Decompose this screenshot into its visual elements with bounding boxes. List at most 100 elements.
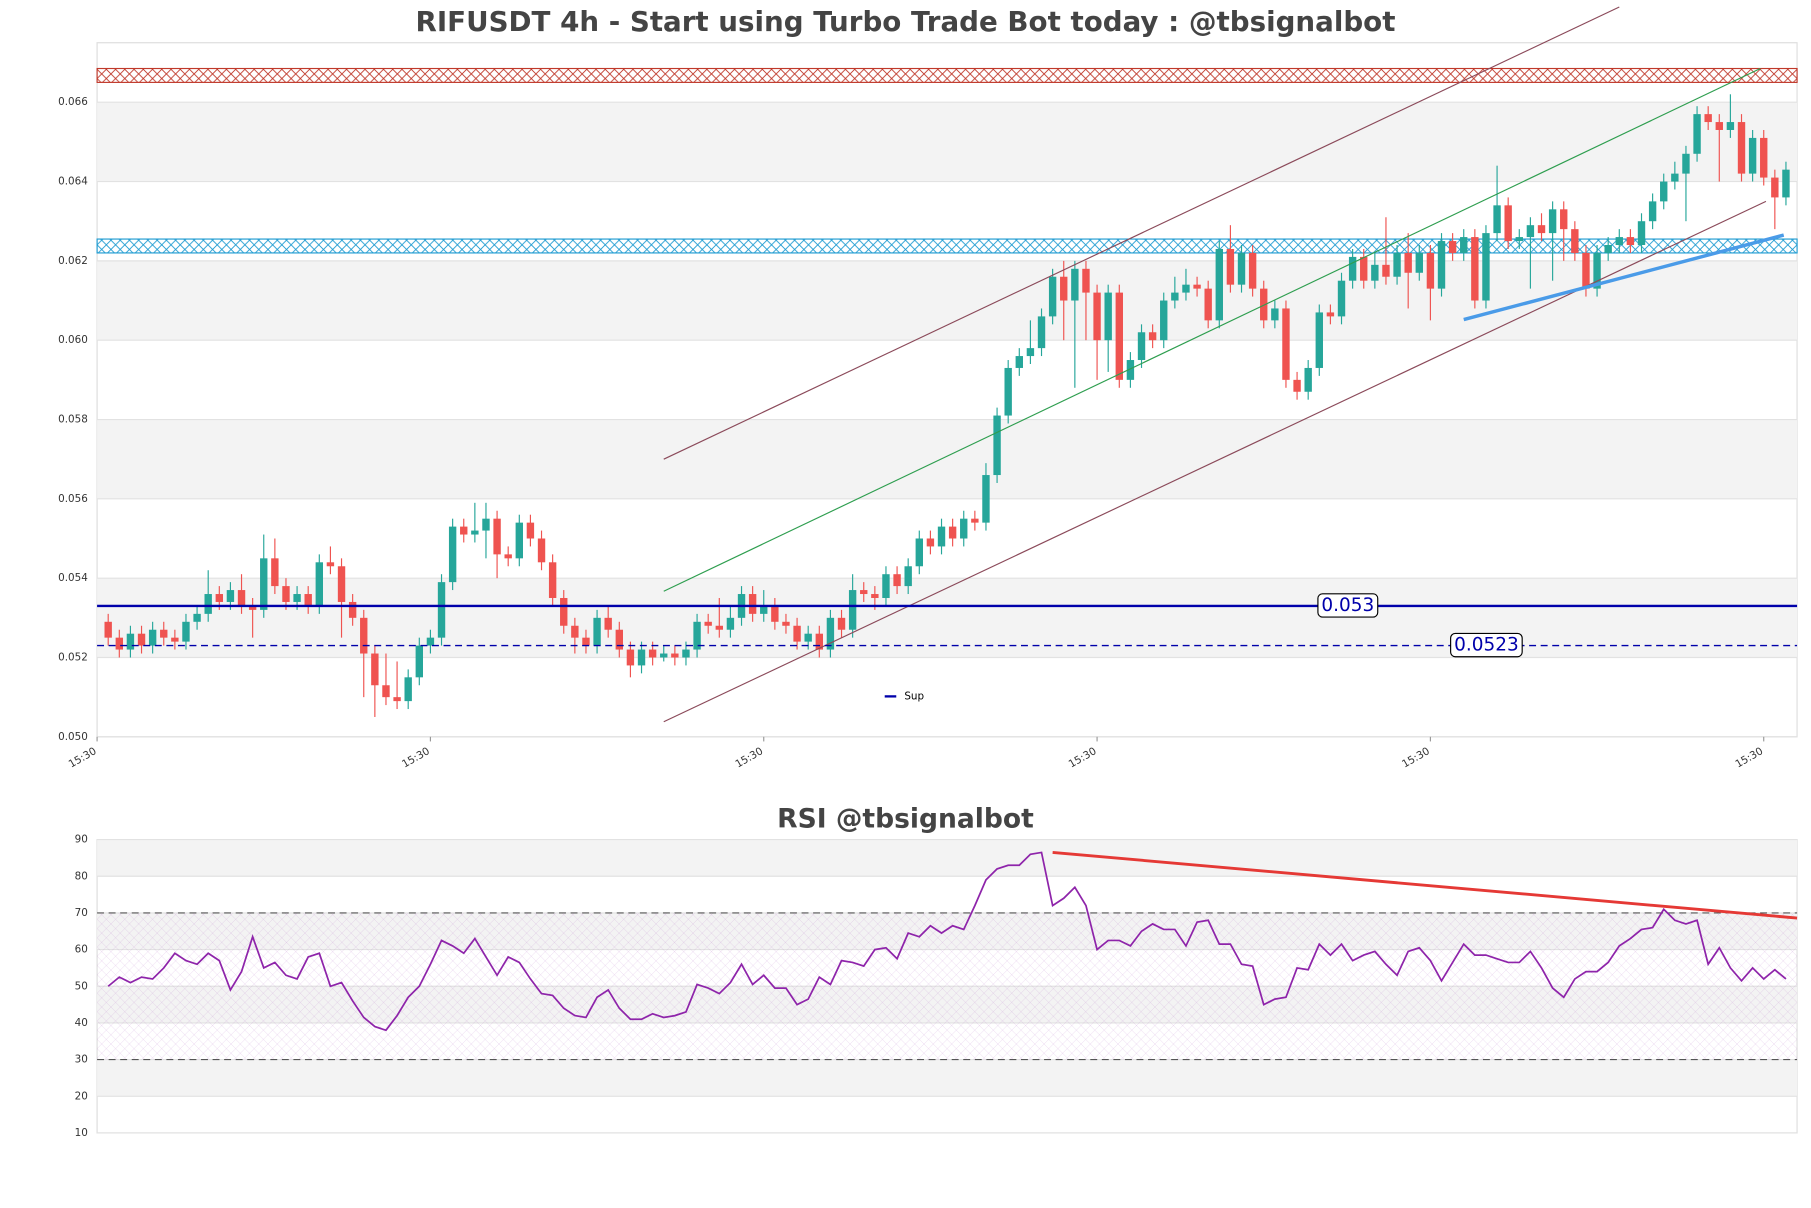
candle-body — [637, 649, 646, 666]
candle-body — [926, 538, 935, 547]
candle-body — [1015, 356, 1023, 368]
y-tick-label: 20 — [75, 1090, 88, 1102]
candle-body — [948, 526, 957, 539]
candle-body — [204, 594, 212, 614]
candle-body — [1315, 312, 1323, 368]
candle-body — [1260, 288, 1268, 321]
candle-body — [171, 637, 179, 642]
candle-body — [1515, 237, 1523, 242]
candle-body — [1493, 205, 1501, 234]
candle-body — [937, 526, 946, 547]
candle-body — [815, 633, 823, 650]
candle-body — [671, 653, 679, 658]
candle-body — [193, 613, 201, 622]
candle-body — [893, 574, 901, 587]
level-band — [97, 912, 1798, 1060]
trend-line — [1463, 233, 1785, 322]
candle-body — [1626, 237, 1635, 246]
candle-body — [1437, 241, 1446, 289]
candle-body — [326, 562, 335, 567]
candle-body — [1715, 122, 1723, 130]
candle-body — [1482, 233, 1490, 301]
candle-body — [726, 617, 735, 630]
candle-body — [1582, 252, 1590, 289]
candle-body — [437, 582, 446, 638]
candle-body — [1426, 252, 1435, 289]
candle-body — [1126, 360, 1135, 380]
candle-body — [404, 677, 412, 702]
candle-body — [1337, 280, 1346, 317]
candle-body — [1560, 209, 1568, 230]
candle-body — [393, 697, 401, 702]
band-stripe — [97, 1059, 1798, 1097]
band-stripe — [97, 102, 1798, 182]
band-stripe — [97, 260, 1798, 341]
candle-body — [271, 558, 279, 587]
candle-body — [1571, 229, 1579, 253]
candle-body — [660, 653, 668, 658]
y-tick-label: 60 — [75, 944, 88, 956]
candle-body — [1637, 221, 1646, 246]
level-label: 0.0523 — [1454, 635, 1519, 656]
candle-body — [1360, 256, 1368, 281]
candle-body — [226, 590, 235, 602]
level-label-box — [1317, 593, 1379, 618]
band-stripe — [97, 419, 1798, 499]
x-tick-label: 15:30 — [1067, 745, 1099, 770]
candle-body — [1471, 237, 1479, 301]
candle-body — [1537, 225, 1546, 234]
candle-body — [493, 518, 501, 555]
candle-body — [1048, 276, 1057, 317]
candle-body — [1348, 256, 1357, 281]
candle-body — [1782, 169, 1790, 198]
candle-body — [371, 653, 379, 686]
candle-body — [137, 633, 146, 646]
candle-body — [1137, 332, 1146, 361]
candle-body — [315, 562, 324, 606]
candle-body — [1460, 237, 1468, 253]
candle-body — [1160, 300, 1168, 341]
candle-body — [960, 518, 968, 539]
candle-body — [526, 522, 535, 539]
candle-body — [571, 625, 579, 638]
candle-body — [760, 605, 768, 614]
candle-body — [1682, 153, 1690, 174]
y-tick-label: 0.054 — [58, 572, 88, 584]
candle-body — [215, 594, 224, 602]
candle-body — [1504, 205, 1512, 242]
candle-body — [1037, 316, 1046, 349]
candle-body — [1382, 264, 1390, 277]
candle-body — [1215, 248, 1223, 321]
candle-body — [1304, 367, 1312, 392]
candle-body — [460, 526, 468, 535]
candle-body — [1293, 379, 1301, 392]
trend-line — [663, 67, 1761, 592]
y-tick-label: 50 — [75, 980, 88, 992]
candle-body — [1004, 367, 1012, 416]
candle-body — [837, 617, 846, 630]
candle-body — [1193, 284, 1201, 289]
candle-body — [382, 685, 390, 698]
y-tick-label: 90 — [75, 834, 88, 846]
candle-body — [648, 649, 657, 658]
y-tick-label: 0.052 — [58, 651, 88, 663]
candle-body — [1604, 245, 1612, 253]
candle-body — [1060, 276, 1068, 301]
candle-body — [1182, 284, 1190, 293]
candle-body — [1171, 292, 1179, 301]
candle-body — [1071, 268, 1079, 301]
candle-body — [1660, 181, 1668, 202]
candle-body — [1748, 137, 1757, 174]
candle-body — [715, 625, 723, 630]
y-tick-label: 0.062 — [58, 255, 88, 267]
candle-body — [1526, 225, 1535, 238]
candle-body — [1282, 308, 1290, 380]
candle-body — [426, 637, 435, 646]
candle-body — [237, 590, 246, 606]
rsi-line — [107, 851, 1787, 1032]
candle-body — [782, 621, 790, 626]
candle-body — [304, 594, 312, 606]
candle-body — [260, 558, 268, 610]
